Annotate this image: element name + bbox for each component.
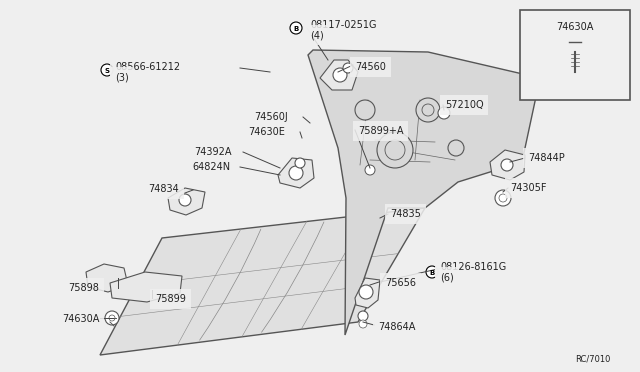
Text: 08126-8161G: 08126-8161G bbox=[440, 262, 506, 272]
Text: 08566-61212: 08566-61212 bbox=[115, 62, 180, 72]
Circle shape bbox=[448, 140, 464, 156]
Polygon shape bbox=[308, 50, 540, 335]
Text: B: B bbox=[429, 270, 435, 276]
Text: 74560: 74560 bbox=[355, 62, 386, 72]
Circle shape bbox=[333, 68, 347, 82]
Text: 74864A: 74864A bbox=[378, 322, 415, 332]
Circle shape bbox=[358, 311, 368, 321]
Text: 75898: 75898 bbox=[68, 283, 99, 293]
Text: 74844P: 74844P bbox=[528, 153, 564, 163]
Text: 57210Q: 57210Q bbox=[445, 100, 484, 110]
Polygon shape bbox=[168, 188, 205, 215]
Bar bbox=[520, 10, 630, 100]
Circle shape bbox=[565, 32, 585, 51]
Text: 64824N: 64824N bbox=[192, 162, 230, 172]
Circle shape bbox=[179, 194, 191, 206]
Circle shape bbox=[289, 166, 303, 180]
Circle shape bbox=[365, 165, 375, 175]
Circle shape bbox=[438, 107, 450, 119]
Polygon shape bbox=[320, 60, 358, 90]
Circle shape bbox=[385, 140, 405, 160]
Circle shape bbox=[109, 315, 115, 321]
Text: B: B bbox=[293, 26, 299, 32]
Circle shape bbox=[422, 104, 434, 116]
Circle shape bbox=[359, 285, 373, 299]
Text: 74834: 74834 bbox=[148, 184, 179, 194]
Circle shape bbox=[105, 311, 119, 325]
Text: 74835: 74835 bbox=[390, 209, 421, 219]
Circle shape bbox=[359, 320, 367, 328]
Text: 74392A: 74392A bbox=[194, 147, 232, 157]
Text: (3): (3) bbox=[115, 72, 129, 82]
Polygon shape bbox=[490, 150, 525, 180]
Text: 74630A: 74630A bbox=[556, 22, 594, 32]
Polygon shape bbox=[355, 278, 380, 308]
Circle shape bbox=[295, 158, 305, 168]
Text: 74630A: 74630A bbox=[62, 314, 99, 324]
Circle shape bbox=[101, 64, 113, 76]
Text: (4): (4) bbox=[310, 30, 324, 40]
Text: 74630E: 74630E bbox=[248, 127, 285, 137]
Circle shape bbox=[290, 22, 302, 34]
Circle shape bbox=[426, 266, 438, 278]
Polygon shape bbox=[278, 158, 314, 188]
Text: 75899+A: 75899+A bbox=[358, 126, 403, 136]
Text: 74305F: 74305F bbox=[510, 183, 547, 193]
Circle shape bbox=[499, 194, 507, 202]
Circle shape bbox=[495, 190, 511, 206]
Polygon shape bbox=[86, 264, 128, 292]
Polygon shape bbox=[110, 272, 182, 302]
Circle shape bbox=[377, 132, 413, 168]
Text: S: S bbox=[104, 68, 109, 74]
Text: 75899: 75899 bbox=[155, 294, 186, 304]
Circle shape bbox=[416, 98, 440, 122]
Circle shape bbox=[355, 100, 375, 120]
Text: 08117-0251G: 08117-0251G bbox=[310, 20, 376, 30]
Text: 75656: 75656 bbox=[385, 278, 416, 288]
Text: (6): (6) bbox=[440, 272, 454, 282]
Text: 74560J: 74560J bbox=[254, 112, 288, 122]
Circle shape bbox=[343, 63, 353, 73]
Circle shape bbox=[501, 159, 513, 171]
Text: RC/7010: RC/7010 bbox=[575, 355, 610, 364]
Polygon shape bbox=[100, 208, 425, 355]
